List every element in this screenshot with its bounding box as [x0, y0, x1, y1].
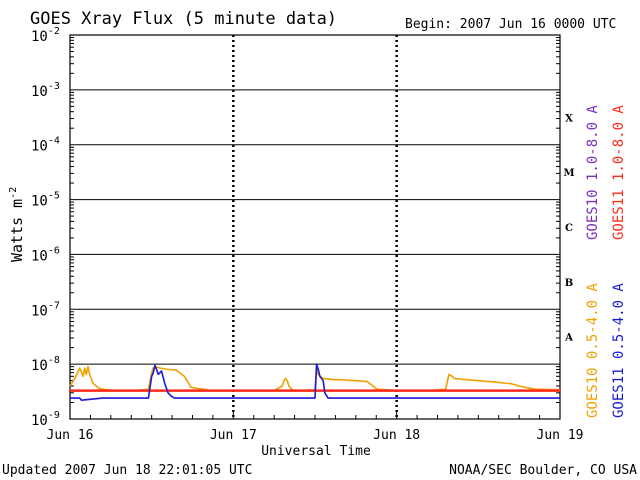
- y-tick-exponent: -6: [48, 245, 60, 256]
- y-tick-labels: 10-910-810-710-610-510-410-310-2: [31, 26, 60, 429]
- x-tick-labels: Jun 16 Jun 17 Jun 18 Jun 19: [47, 428, 584, 443]
- y-tick-label: 10-8: [31, 355, 60, 374]
- y-tick-exponent: -4: [48, 136, 60, 147]
- y-tick-exponent: -5: [48, 191, 60, 202]
- y-tick-base: 10: [31, 29, 48, 45]
- y-tick-label: 10-4: [31, 136, 60, 155]
- y-axis-label-superscript: -2: [8, 187, 19, 199]
- y-tick-label: 10-9: [31, 410, 60, 429]
- x-tick-label: Jun 16: [47, 428, 94, 443]
- y-tick-label: 10-6: [31, 245, 60, 264]
- legend-entry: GOES10 0.5-4.0 A: [585, 283, 601, 418]
- y-tick-base: 10: [31, 139, 48, 155]
- y-tick-exponent: -7: [48, 300, 60, 311]
- x-tick-label: Jun 17: [210, 428, 257, 443]
- flare-class-labels: A B C M X: [563, 113, 574, 343]
- y-tick-exponent: -3: [48, 81, 60, 92]
- series-line: [70, 363, 560, 402]
- flare-class-label: C: [565, 223, 573, 234]
- y-tick-base: 10: [31, 84, 48, 100]
- legend: GOES10 1.0-8.0 A GOES11 1.0-8.0 A GOES10 0…: [585, 105, 627, 418]
- legend-entry: GOES11 1.0-8.0 A: [611, 105, 627, 240]
- y-tick-exponent: -8: [48, 355, 60, 366]
- y-tick-base: 10: [31, 303, 48, 319]
- flare-class-label: B: [565, 278, 573, 289]
- y-tick-base: 10: [31, 413, 48, 429]
- series-line: [69, 365, 561, 392]
- legend-entry: GOES11 0.5-4.0 A: [611, 283, 627, 418]
- begin-time: Begin: 2007 Jun 16 0000 UTC: [405, 17, 616, 32]
- chart-title: GOES Xray Flux (5 minute data): [30, 9, 337, 29]
- y-axis-label: Watts m-2: [8, 187, 26, 262]
- y-tick-exponent: -2: [48, 26, 60, 37]
- x-axis-label: Universal Time: [261, 444, 371, 459]
- y-tick-exponent: -9: [48, 410, 60, 421]
- updated-timestamp: Updated 2007 Jun 18 22:01:05 UTC: [2, 463, 252, 478]
- flare-class-label: X: [565, 113, 573, 124]
- x-tick-label: Jun 19: [537, 428, 584, 443]
- plot-frame: [69, 34, 561, 420]
- y-tick-label: 10-3: [31, 81, 60, 100]
- legend-entry: GOES10 1.0-8.0 A: [585, 105, 601, 240]
- flare-class-label: A: [564, 333, 573, 344]
- y-tick-base: 10: [31, 194, 48, 210]
- flare-class-label: M: [563, 168, 574, 179]
- credit-text: NOAA/SEC Boulder, CO USA: [449, 463, 637, 478]
- gridlines: [69, 34, 561, 420]
- x-tick-label: Jun 18: [373, 428, 420, 443]
- y-tick-label: 10-2: [31, 26, 60, 45]
- y-axis-label-text: Watts m: [8, 199, 26, 262]
- y-tick-label: 10-5: [31, 191, 60, 210]
- y-tick-base: 10: [31, 358, 48, 374]
- y-tick-base: 10: [31, 248, 48, 264]
- y-tick-label: 10-7: [31, 300, 60, 319]
- series-lines: [69, 363, 561, 402]
